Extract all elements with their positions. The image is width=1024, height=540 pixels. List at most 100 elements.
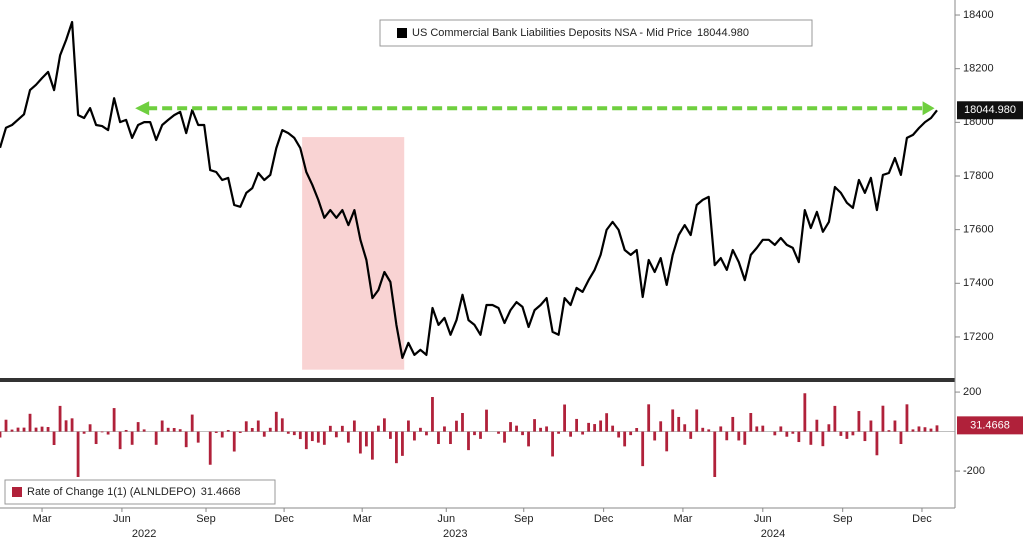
- bar: [136, 422, 140, 432]
- bar: [599, 420, 603, 432]
- bar: [226, 429, 230, 432]
- bar: [695, 409, 699, 432]
- bar: [322, 431, 326, 445]
- bar: [82, 431, 86, 434]
- bar: [184, 431, 188, 448]
- y-tick-label: 17800: [963, 170, 994, 182]
- legend: US Commercial Bank Liabilities Deposits …: [379, 19, 813, 47]
- bar: [857, 411, 861, 432]
- arrow-head: [135, 101, 150, 116]
- bar: [419, 427, 422, 432]
- bar: [178, 429, 182, 432]
- bar: [563, 404, 566, 432]
- bar: [917, 426, 921, 432]
- bar: [256, 420, 260, 432]
- bar: [647, 404, 651, 432]
- bar: [389, 431, 392, 439]
- bar: [455, 420, 458, 432]
- bar: [785, 431, 789, 437]
- bar: [316, 431, 320, 443]
- bar: [364, 431, 368, 447]
- bar: [100, 431, 104, 433]
- bar: [713, 431, 717, 477]
- bar: [887, 430, 891, 432]
- bar: [875, 431, 879, 456]
- bar: [683, 424, 687, 432]
- bar: [635, 428, 639, 432]
- bar: [605, 413, 609, 432]
- bar: [358, 431, 362, 454]
- bar: [881, 405, 885, 432]
- x-tick-label: Jun: [437, 513, 455, 525]
- bar: [899, 431, 903, 445]
- bar: [10, 429, 14, 432]
- bar: [280, 418, 284, 432]
- x-tick-label: Dec: [594, 513, 614, 525]
- y-tick-label: 17600: [963, 224, 994, 236]
- bar: [503, 431, 506, 443]
- bar: [70, 418, 74, 432]
- legend-box: [4, 479, 276, 505]
- bar: [617, 431, 621, 438]
- x-tick-label: Dec: [912, 513, 932, 525]
- y-tick-label: 18200: [963, 63, 994, 75]
- y-tick-label: 17400: [963, 277, 994, 289]
- last-value-label: 18044.980: [964, 104, 1016, 116]
- bar: [533, 419, 536, 432]
- legend-box: [379, 19, 813, 47]
- bar: [118, 431, 122, 450]
- bar: [0, 431, 2, 438]
- bar: [94, 431, 98, 445]
- bar: [310, 431, 314, 442]
- bar: [334, 431, 338, 438]
- bar: [413, 431, 416, 441]
- bar: [172, 428, 176, 432]
- bar: [689, 431, 693, 439]
- bar: [58, 405, 62, 432]
- year-label: 2023: [443, 528, 467, 540]
- bar: [449, 431, 452, 445]
- x-tick-label: Mar: [353, 513, 372, 525]
- bar: [166, 427, 170, 432]
- bar: [292, 431, 296, 436]
- bar: [250, 428, 254, 432]
- bar: [208, 431, 212, 465]
- bar: [76, 431, 80, 477]
- bar: [659, 421, 663, 432]
- bar: [707, 429, 711, 432]
- bar: [755, 426, 759, 432]
- bar: [16, 427, 20, 432]
- bar: [401, 431, 404, 456]
- bar: [833, 405, 837, 432]
- bar: [701, 427, 705, 432]
- bar: [587, 422, 591, 432]
- panel-separator: [0, 378, 955, 382]
- bar: [40, 426, 44, 432]
- bar: [815, 419, 819, 432]
- x-tick-label: Mar: [673, 513, 692, 525]
- x-tick-label: Jun: [113, 513, 131, 525]
- bar: [431, 397, 434, 432]
- bar: [911, 429, 915, 432]
- data-line: [0, 20, 938, 359]
- bar: [821, 431, 825, 447]
- bar: [304, 431, 308, 450]
- bar: [653, 431, 657, 441]
- bar: [611, 425, 615, 432]
- bar: [328, 425, 332, 432]
- y-tick-label: 17200: [963, 331, 994, 343]
- bar: [905, 404, 909, 432]
- bar: [124, 429, 128, 432]
- x-tick-label: Jun: [754, 513, 772, 525]
- bar: [515, 425, 518, 432]
- bar: [352, 420, 356, 432]
- bar: [4, 419, 8, 432]
- bar: [539, 427, 542, 432]
- bar: [557, 431, 560, 434]
- x-tick-label: Dec: [274, 513, 294, 525]
- bar: [346, 431, 350, 443]
- legend-value: 18044.980: [697, 27, 749, 39]
- bar: [737, 431, 741, 441]
- bar: [791, 431, 795, 434]
